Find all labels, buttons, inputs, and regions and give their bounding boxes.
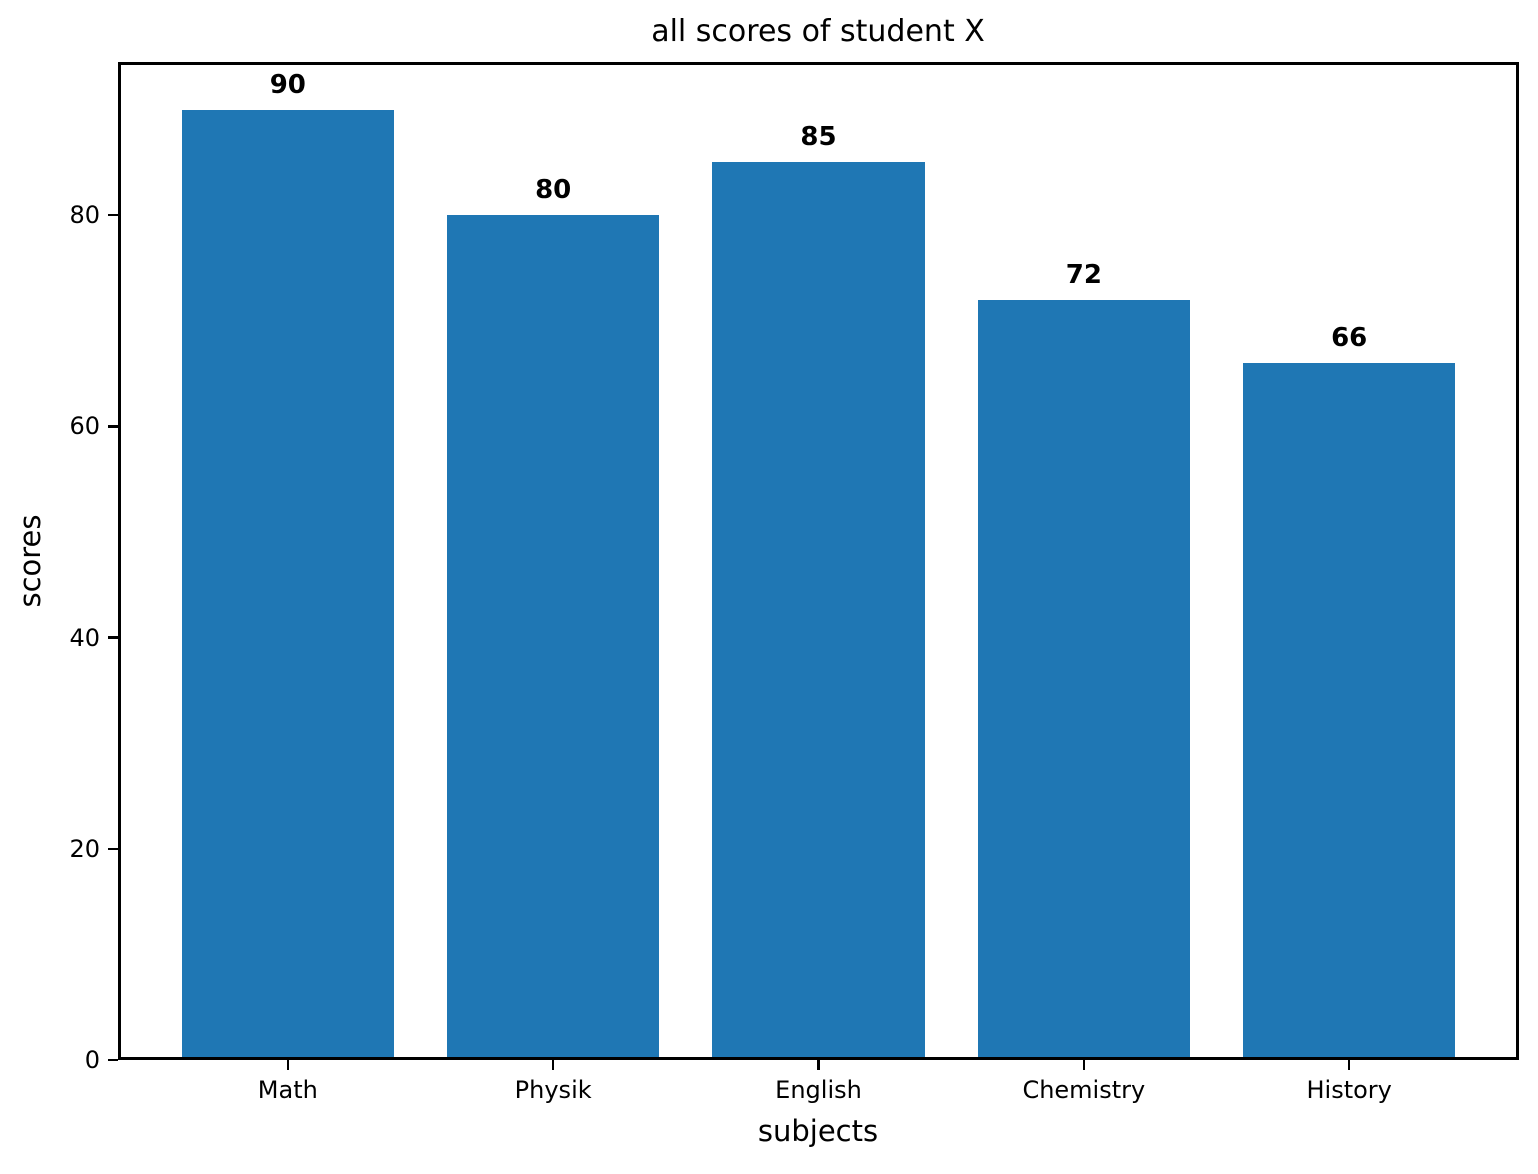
y-tick-label-40: 40: [69, 623, 100, 652]
bar-value-label-history: 66: [1331, 322, 1368, 353]
bar-math: [181, 109, 394, 1060]
x-tick-label-physik: Physik: [514, 1076, 592, 1104]
y-tick-40: [108, 636, 118, 639]
bar-english: [712, 162, 925, 1060]
x-tick-label-history: History: [1306, 1076, 1392, 1104]
x-tick-history: [1347, 1060, 1351, 1070]
x-tick-label-math: Math: [257, 1076, 318, 1104]
y-tick-label-60: 60: [69, 412, 100, 441]
x-tick-math: [286, 1060, 290, 1070]
y-tick-label-0: 0: [84, 1046, 100, 1074]
y-tick-label-20: 20: [69, 834, 100, 863]
bar-value-label-math: 90: [269, 69, 306, 100]
x-tick-chemistry: [1082, 1060, 1086, 1070]
bar-physik: [447, 215, 660, 1060]
y-tick-20: [108, 847, 118, 851]
x-tick-english: [817, 1060, 820, 1070]
chart-title: all scores of student X: [651, 14, 985, 49]
x-tick-label-chemistry: Chemistry: [1022, 1076, 1146, 1104]
y-tick-label-80: 80: [69, 201, 100, 230]
x-axis-label: subjects: [757, 1114, 879, 1148]
axes: 90 Math 80 Physik 85 English 72 Chemistry 66 Hist…: [69, 62, 1519, 1104]
bar-chemistry: [977, 299, 1190, 1060]
y-tick-60: [108, 425, 118, 428]
x-tick-physik: [551, 1060, 555, 1070]
bar-value-label-chemistry: 72: [1065, 259, 1102, 290]
bar-history: [1243, 362, 1456, 1060]
bar-value-label-physik: 80: [535, 175, 572, 206]
x-tick-label-english: English: [775, 1076, 862, 1104]
bar-value-label-english: 85: [800, 122, 837, 153]
y-axis-label: scores: [13, 514, 47, 608]
y-tick-80: [108, 213, 118, 217]
y-tick-0: [108, 1058, 118, 1062]
